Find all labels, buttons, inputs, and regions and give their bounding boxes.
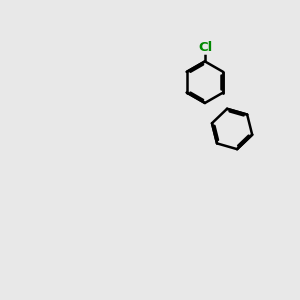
Text: Cl: Cl [199, 41, 213, 54]
